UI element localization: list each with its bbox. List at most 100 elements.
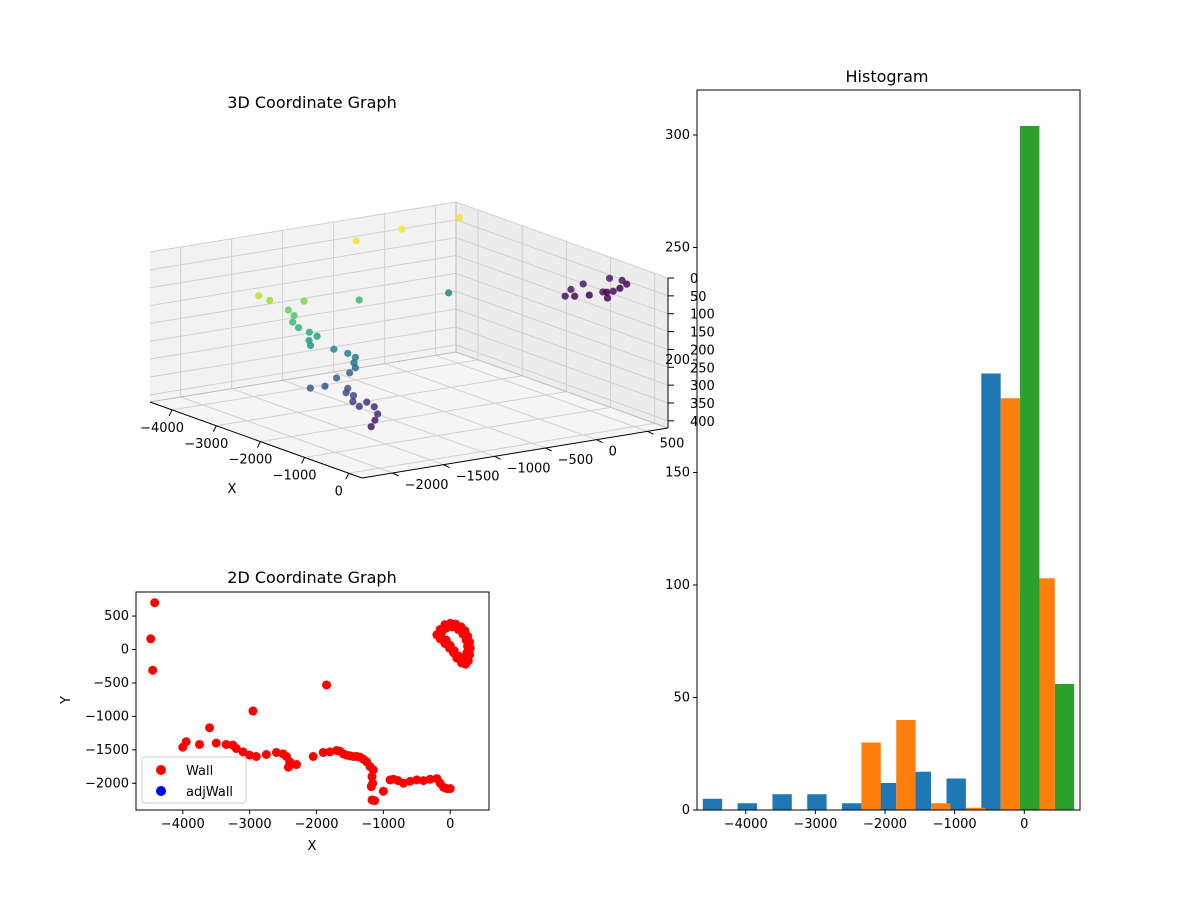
scatter-point-3d	[623, 280, 631, 288]
scatter-point-3d	[290, 311, 298, 320]
legend-marker-wall	[156, 765, 166, 775]
scatter-point-3d	[255, 292, 263, 300]
chart-2d-xtick-label: −2000	[295, 817, 339, 832]
histogram-ytick-label: 100	[665, 578, 690, 593]
tick-label-y: 500	[660, 436, 685, 451]
scatter-point-3d	[567, 285, 575, 293]
tick-mark-x	[212, 425, 217, 432]
grid-line-z	[455, 255, 669, 333]
scatter-point-3d	[603, 294, 612, 302]
grid-line-z	[149, 308, 457, 360]
pane-floor	[150, 352, 668, 478]
grid-line-z	[149, 201, 457, 253]
chart-2d-xtick-label: −4000	[161, 817, 205, 832]
scatter-point-3d	[616, 284, 624, 292]
scatter-point-3d	[351, 364, 360, 372]
scatter-point-3d	[367, 423, 375, 431]
chart-2d-ytick-label: 0	[121, 643, 129, 658]
scatter-point-3d	[609, 287, 617, 295]
scatter-point-3d	[455, 213, 464, 222]
tick-label-x: −3000	[184, 437, 228, 452]
tick-label-z: 100	[690, 308, 715, 323]
histogram-ytick-label: 200	[665, 353, 690, 368]
tick-label-z: 300	[690, 379, 715, 394]
wall-point	[418, 776, 428, 786]
chart-2d-xlabel: X	[308, 839, 317, 854]
wall-point	[283, 762, 293, 772]
grid-line-y	[435, 354, 648, 432]
histogram-bar	[1054, 684, 1075, 810]
histogram-ytick-label: 50	[673, 691, 690, 706]
histogram-bar	[702, 798, 723, 810]
tick-label-y: −1500	[456, 470, 500, 485]
wall-point	[441, 635, 451, 645]
grid-line-x	[348, 422, 655, 474]
chart-2d-xtick-label: −3000	[228, 817, 272, 832]
wall-point	[291, 760, 301, 770]
histogram-bar	[772, 794, 792, 810]
wall-point	[271, 747, 281, 757]
tick-label-z: 50	[690, 290, 707, 305]
histogram-title: Histogram	[846, 67, 929, 86]
grid-line-z	[455, 290, 669, 368]
grid-line-y	[231, 388, 444, 466]
histogram-bar	[861, 742, 881, 810]
tick-label-z: 200	[690, 343, 715, 358]
grid-line-z	[149, 290, 457, 342]
wall-point	[370, 796, 380, 806]
scatter-point-3d	[294, 324, 303, 332]
wall-point	[221, 739, 231, 749]
chart-3d: 3D Coordinate Graph X Y H −4000−3000−200…	[140, 93, 715, 499]
scatter-point-3d	[306, 384, 314, 392]
chart-2d-xtick-label: −1000	[361, 817, 405, 832]
tick-mark-y	[443, 464, 450, 469]
scatter-point-3d	[579, 280, 587, 288]
grid-line-z	[455, 326, 669, 404]
grid-line-y	[384, 363, 597, 441]
scatter-point-3d	[342, 389, 350, 397]
wall-point	[366, 782, 376, 792]
grid-line-z	[149, 255, 457, 307]
tick-mark-y	[545, 447, 552, 452]
axis-line-y	[361, 427, 669, 479]
scatter-point-3d	[355, 296, 363, 304]
legend-box	[141, 756, 247, 804]
wall-point	[367, 772, 377, 782]
histogram-bar	[876, 783, 897, 810]
scatter-point-3d	[352, 237, 360, 245]
chart-2d-ytick-label: −1000	[85, 709, 129, 724]
wall-point	[308, 752, 318, 762]
tick-label-z: 350	[690, 397, 715, 412]
wall-point	[412, 775, 422, 785]
scatter-point-3d	[313, 332, 321, 340]
tick-label-z: 150	[690, 326, 715, 341]
histogram-xtick-label: −3000	[793, 817, 837, 832]
histogram-bar	[896, 720, 916, 810]
tick-label-z: 250	[690, 361, 715, 376]
tick-mark-y	[392, 472, 399, 477]
grid-line-z	[149, 237, 457, 289]
wall-point	[231, 743, 241, 753]
tick-label-y: −2000	[405, 478, 449, 493]
wall-point	[245, 750, 255, 760]
grid-line-z	[455, 344, 669, 422]
grid-line-y	[333, 371, 546, 449]
histogram-bar	[737, 803, 757, 810]
wall-point	[211, 738, 221, 748]
chart-histogram: Histogram −4000 −3000 −2000 −1000 0 0 50 100 150…	[665, 67, 1081, 832]
legend-marker-adjwall	[156, 786, 166, 796]
chart-2d-ytick-label: −500	[93, 676, 129, 691]
wall-point	[238, 747, 248, 757]
scatter-point-3d	[321, 382, 329, 390]
tick-label-x: −1000	[273, 468, 317, 483]
scatter-point-3d	[349, 392, 358, 400]
histogram-bar	[946, 778, 966, 810]
chart-3d-title: 3D Coordinate Graph	[227, 93, 396, 112]
histogram-bar	[1035, 578, 1055, 810]
wall-point	[181, 737, 191, 747]
scatter-point-3d	[266, 296, 274, 304]
scatter-point-3d	[349, 398, 357, 406]
scatter-point-3d	[363, 398, 371, 406]
chart-2d-frame	[135, 591, 490, 811]
scatter-point-3d	[585, 291, 593, 299]
